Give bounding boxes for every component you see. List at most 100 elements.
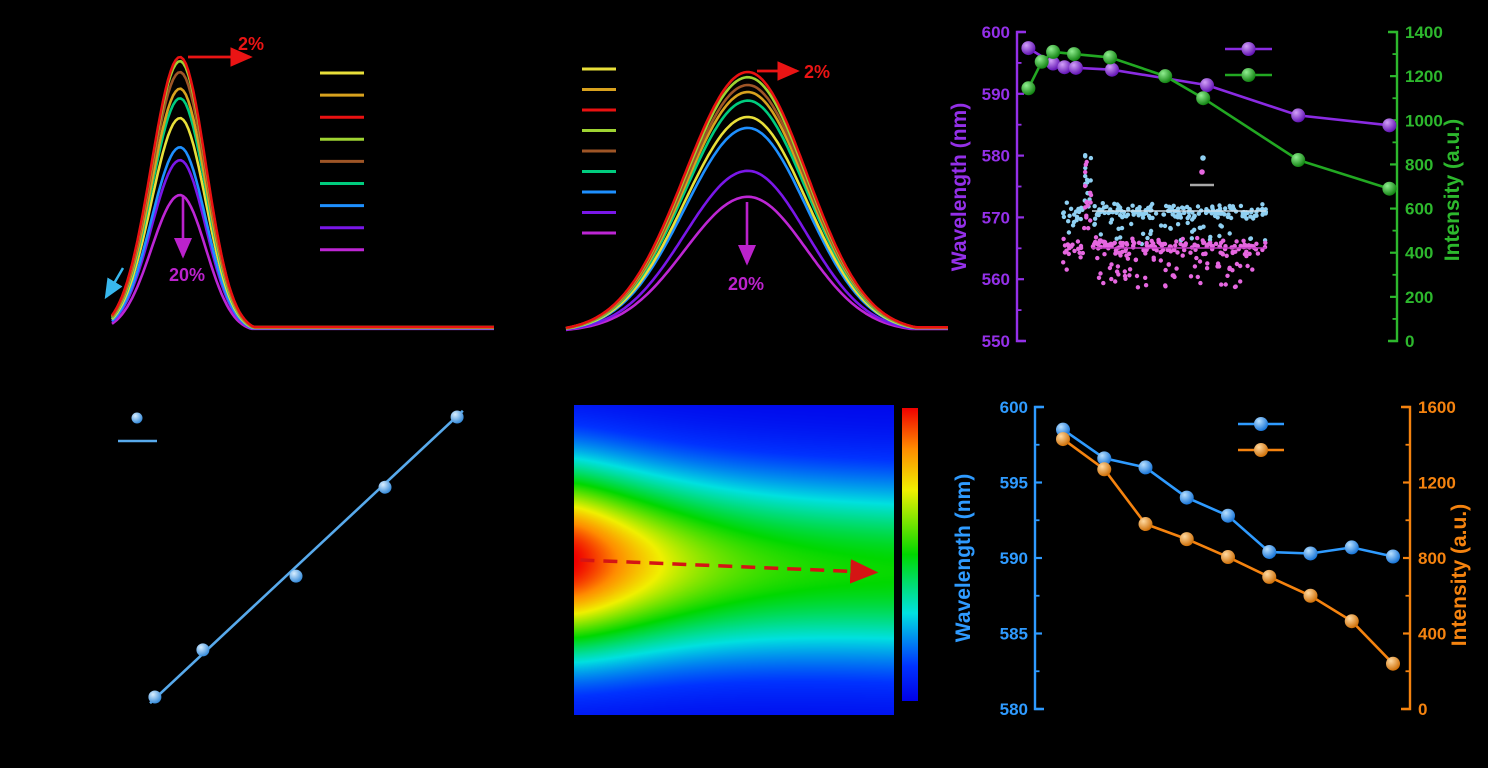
right-axis-tick-label: 0	[1405, 332, 1414, 351]
data-point-intensity	[1097, 462, 1112, 477]
data-point-intensity	[1196, 91, 1211, 106]
left-axis-tick-label: 600	[982, 23, 1010, 42]
right-axis-tick-label: 600	[1405, 200, 1433, 219]
left-axis-tick-label: 580	[1000, 700, 1028, 719]
data-point-wavelength	[1262, 544, 1277, 559]
annotation-2pct: 2%	[238, 34, 264, 54]
data-point-wavelength	[1068, 60, 1083, 75]
annotation-20pct: 20%	[169, 265, 205, 285]
legend-marker-wavelength	[1254, 417, 1268, 431]
series-line-wavelength	[1062, 428, 1394, 558]
data-point-intensity	[1344, 614, 1359, 629]
right-axis-tick-label: 400	[1418, 625, 1446, 644]
left-axis-tick-label: 585	[1000, 625, 1028, 644]
data-point-intensity	[1056, 432, 1070, 447]
panel-spectra-broad: 2% 20%	[565, 61, 948, 332]
panel-linear-fit-scatter	[118, 409, 464, 705]
right-axis-tick-label: 1400	[1405, 23, 1443, 42]
right-axis-tick-label: 0	[1418, 700, 1427, 719]
data-point-wavelength	[1046, 56, 1061, 71]
left-axis-tick-label: 590	[1000, 549, 1028, 568]
left-axis-tick-label: 580	[982, 147, 1010, 166]
inset-legend-dot-blue	[1200, 155, 1206, 161]
data-point-intensity	[1303, 588, 1318, 603]
inset-legend-dot-magenta	[1199, 169, 1205, 175]
left-axis-tick-label: 590	[982, 85, 1010, 104]
data-point-intensity	[1221, 550, 1235, 565]
right-axis-label: Intensity (a.u.)	[1441, 119, 1464, 261]
start-arrow	[104, 267, 125, 300]
data-point-intensity	[1103, 50, 1118, 65]
legend-marker-intensity	[1254, 443, 1268, 457]
right-axis-tick-label: 1200	[1418, 474, 1456, 493]
spectrum-curve	[110, 87, 494, 329]
right-axis-tick-label: 1000	[1405, 111, 1443, 130]
panel-wavelength-intensity-blue-orange: 600 595 590 585 580 Wavelength (nm) 1600 1200 80…	[952, 398, 1471, 719]
legend-marker-intensity	[1241, 68, 1256, 82]
spectrum-curve	[111, 193, 494, 331]
inset-stability-scatter	[1061, 153, 1269, 290]
heatmap-image	[574, 405, 894, 715]
spectrum-curve	[110, 55, 494, 329]
right-axis-label: Intensity (a.u.)	[1448, 504, 1471, 646]
data-point-wavelength	[1221, 508, 1235, 523]
spectrum-curve	[565, 169, 948, 331]
legend-marker-points	[131, 412, 143, 424]
right-axis-tick-label: 800	[1418, 549, 1446, 568]
panel-wavelength-intensity-purple-green: 600 590 580 570 560 550 Wavelength (nm) 1400 120…	[948, 23, 1464, 351]
heatmap-colorbar	[902, 408, 918, 701]
data-point-intensity	[1382, 181, 1397, 196]
data-point	[289, 569, 303, 583]
data-point-intensity	[1386, 656, 1400, 671]
left-axis-label: Wavelength (nm)	[948, 103, 971, 271]
data-point-wavelength	[1138, 460, 1153, 475]
right-axis-tick-label: 400	[1405, 244, 1433, 263]
right-axis-tick-label: 1600	[1418, 398, 1456, 417]
data-point-intensity	[1034, 54, 1049, 69]
left-axis-tick-label: 595	[1000, 474, 1028, 493]
spectrum-curve	[565, 70, 948, 330]
right-axis-tick-label: 200	[1405, 288, 1433, 307]
data-point-intensity	[1291, 153, 1306, 168]
data-point-intensity	[1067, 47, 1081, 62]
data-point-wavelength	[1303, 546, 1318, 561]
legend-marker-wavelength	[1241, 42, 1256, 56]
spectrum-curve	[111, 158, 494, 330]
data-point-intensity	[1158, 69, 1173, 84]
data-point	[148, 690, 162, 704]
data-point-wavelength	[1097, 451, 1112, 466]
heatmap-trend-arrow	[580, 558, 879, 584]
annotation-2pct: 2%	[804, 62, 830, 82]
data-point	[196, 643, 210, 657]
data-point-intensity	[1021, 81, 1036, 96]
panel-spectra-narrow: 2% 20%	[104, 34, 494, 331]
spectrum-curve	[111, 116, 494, 330]
left-axis-label: Wavelength (nm)	[952, 474, 975, 642]
spectrum-curve	[565, 195, 948, 332]
panel-heatmap-annotation	[580, 558, 879, 584]
data-point-intensity	[1138, 517, 1153, 532]
right-axis-tick-label: 800	[1405, 155, 1433, 174]
spectrum-curve	[110, 59, 494, 329]
data-point-wavelength	[1200, 78, 1214, 93]
data-point-wavelength	[1344, 540, 1359, 555]
data-point	[378, 480, 392, 494]
data-point-wavelength	[1386, 549, 1400, 564]
data-point-wavelength	[1179, 490, 1194, 505]
fit-line	[149, 409, 464, 705]
data-point-wavelength	[1291, 108, 1306, 123]
data-point-wavelength	[1105, 62, 1119, 77]
left-axis-tick-label: 600	[1000, 398, 1028, 417]
left-axis-tick-label: 570	[982, 208, 1010, 227]
data-point	[450, 410, 464, 424]
data-point-intensity	[1262, 569, 1277, 584]
right-axis-tick-label: 1200	[1405, 67, 1443, 86]
annotation-20pct: 20%	[728, 274, 764, 294]
left-axis-tick-label: 550	[982, 332, 1010, 351]
data-point-intensity	[1046, 44, 1061, 59]
data-point-wavelength	[1021, 41, 1036, 56]
data-point-wavelength	[1057, 60, 1072, 75]
data-point-wavelength	[1382, 118, 1397, 133]
